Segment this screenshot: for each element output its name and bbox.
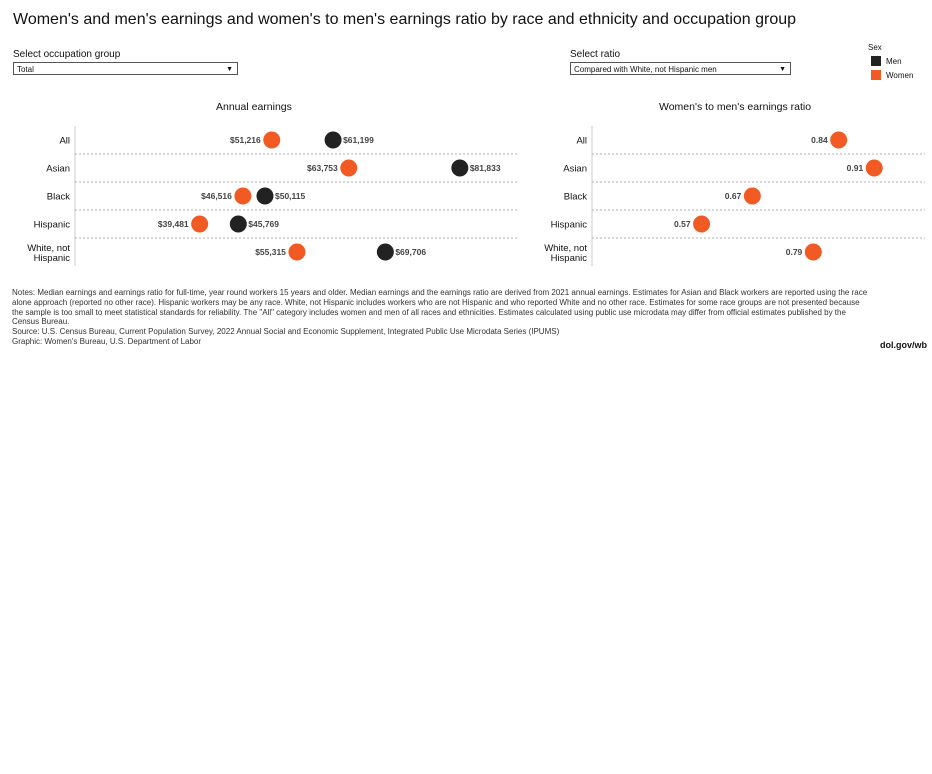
women-value-label: 0.79 — [786, 247, 803, 257]
occupation-select-value: Total — [17, 65, 34, 74]
notes-text: Notes: Median earnings and earnings rati… — [12, 288, 868, 327]
graphic-credit: Graphic: Women's Bureau, U.S. Department… — [12, 336, 202, 346]
dol-link[interactable]: dol.gov/wb — [880, 340, 927, 350]
women-value-label: 0.91 — [847, 163, 864, 173]
women-point[interactable] — [288, 243, 306, 261]
women-point[interactable] — [234, 187, 252, 205]
earnings-chart: All $51,216 $61,199 Asian $63,753 $81,833 Blac… — [27, 126, 517, 266]
category-label: All — [59, 136, 70, 147]
earnings-panel-title: Annual earnings — [216, 101, 292, 113]
category-label: White, not Hispanic — [544, 243, 587, 264]
men-value-label: $45,769 — [248, 219, 279, 229]
source-text: Source: U.S. Census Bureau, Current Popu… — [12, 327, 560, 337]
category-label: Hispanic — [551, 220, 588, 231]
women-value-label: 0.57 — [674, 219, 691, 229]
ratio-panel-title: Women's to men's earnings ratio — [659, 101, 812, 113]
women-point[interactable] — [830, 131, 848, 149]
occupation-select-label: Select occupation group — [13, 49, 121, 60]
women-value-label: $55,315 — [255, 247, 286, 257]
women-point[interactable] — [743, 187, 761, 205]
women-point[interactable] — [191, 215, 209, 233]
legend-title: Sex — [868, 43, 882, 52]
category-label: Asian — [46, 164, 70, 175]
men-point[interactable] — [324, 131, 342, 149]
category-label: White, not Hispanic — [27, 243, 70, 264]
chart-title: Women's and men's earnings and women's t… — [13, 11, 797, 28]
women-point[interactable] — [804, 243, 822, 261]
legend-item-men[interactable]: Men — [871, 56, 902, 66]
ratio-select-label: Select ratio — [570, 49, 621, 60]
ratio-chart: All 0.84 Asian 0.91 Black 0.67 Hispanic 0.57 Whi… — [544, 126, 925, 266]
legend-label-women: Women — [886, 70, 914, 80]
men-value-label: $81,833 — [470, 163, 501, 173]
women-value-label: $51,216 — [230, 135, 261, 145]
men-point[interactable] — [229, 215, 247, 233]
women-value-label: $63,753 — [307, 163, 338, 173]
men-point[interactable] — [256, 187, 274, 205]
women-point[interactable] — [340, 159, 358, 177]
women-point[interactable] — [693, 215, 711, 233]
women-value-label: $39,481 — [158, 219, 189, 229]
men-value-label: $50,115 — [275, 191, 306, 201]
category-label: All — [576, 136, 587, 147]
men-swatch-icon — [871, 56, 881, 66]
category-label: Hispanic — [34, 220, 71, 231]
women-value-label: $46,516 — [201, 191, 232, 201]
category-label: Black — [47, 192, 70, 203]
chevron-down-icon: ▼ — [226, 66, 233, 73]
women-value-label: 0.84 — [811, 135, 828, 145]
men-point[interactable] — [376, 243, 394, 261]
category-label: Asian — [563, 164, 587, 175]
women-value-label: 0.67 — [725, 191, 742, 201]
women-point[interactable] — [263, 131, 281, 149]
occupation-select[interactable]: Total ▼ — [13, 62, 238, 75]
men-value-label: $61,199 — [343, 135, 374, 145]
legend-item-women[interactable]: Women — [871, 70, 913, 80]
category-label: Black — [564, 192, 587, 203]
men-point[interactable] — [451, 159, 469, 177]
notes: Notes: Median earnings and earnings rati… — [12, 288, 872, 347]
ratio-select[interactable]: Compared with White, not Hispanic men ▼ — [570, 62, 791, 75]
chevron-down-icon: ▼ — [779, 66, 786, 73]
women-point[interactable] — [865, 159, 883, 177]
ratio-select-value: Compared with White, not Hispanic men — [574, 65, 717, 74]
men-value-label: $69,706 — [395, 247, 426, 257]
women-swatch-icon — [871, 70, 881, 80]
legend-label-men: Men — [886, 56, 902, 66]
